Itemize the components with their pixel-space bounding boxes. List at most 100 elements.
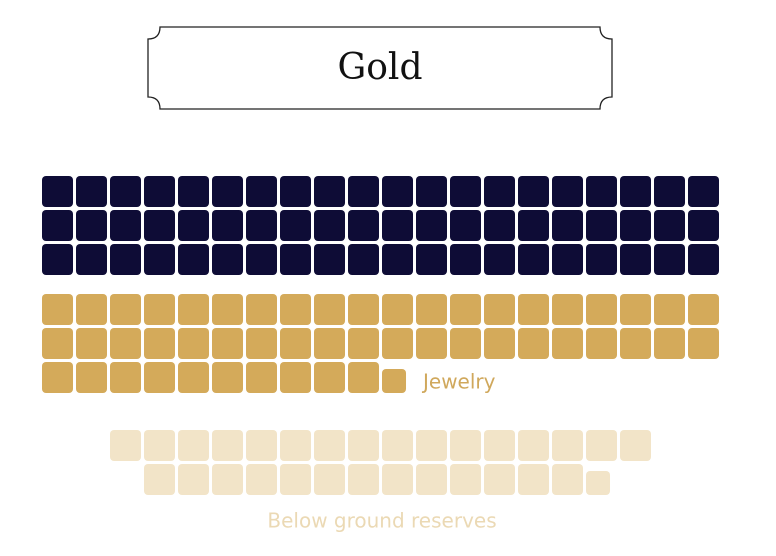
waffle-square [212,210,243,241]
waffle-square [450,464,481,495]
waffle-square [280,294,311,325]
waffle-square [246,430,277,461]
waffle-square [144,430,175,461]
waffle-square [280,176,311,207]
waffle-square [42,362,73,393]
waffle-square [348,244,379,275]
waffle-square [178,328,209,359]
waffle-square [42,176,73,207]
waffle-square [552,210,583,241]
waffle-square [246,362,277,393]
waffle-square [110,328,141,359]
waffle-square [280,210,311,241]
waffle-square [586,210,617,241]
waffle-square [212,464,243,495]
waffle-square [382,176,413,207]
waffle-square [76,328,107,359]
waffle-square [484,464,515,495]
waffle-square [620,244,651,275]
waffle-square [246,328,277,359]
waffle-square [110,244,141,275]
waffle-square [212,176,243,207]
waffle-square [518,464,549,495]
waffle-square [518,294,549,325]
waffle-square [144,328,175,359]
waffle-square [416,294,447,325]
waffle-square [348,430,379,461]
waffle-square [382,210,413,241]
waffle-square [178,294,209,325]
waffle-square [178,176,209,207]
waffle-square [110,176,141,207]
waffle-square [382,430,413,461]
waffle-square [144,210,175,241]
waffle-square [586,244,617,275]
waffle-square [178,430,209,461]
waffle-square [484,244,515,275]
waffle-square [42,294,73,325]
series-label: Below ground reserves [267,509,496,533]
title-frame [147,26,613,110]
waffle-square [314,210,345,241]
waffle-square [518,430,549,461]
waffle-square [76,294,107,325]
waffle-square [178,362,209,393]
waffle-square [518,244,549,275]
waffle-square [450,328,481,359]
waffle-square [688,294,719,325]
waffle-square [518,176,549,207]
waffle-square [416,464,447,495]
waffle-square [552,244,583,275]
waffle-square [314,430,345,461]
waffle-square [246,176,277,207]
waffle-square [314,294,345,325]
waffle-square [348,328,379,359]
waffle-square [314,328,345,359]
waffle-square [620,176,651,207]
waffle-square [348,294,379,325]
waffle-square [144,362,175,393]
waffle-square [314,464,345,495]
waffle-square [484,210,515,241]
waffle-square [654,244,685,275]
waffle-square [280,244,311,275]
waffle-square [280,464,311,495]
waffle-square [450,176,481,207]
waffle-square [314,362,345,393]
waffle-square [246,210,277,241]
waffle-square [586,176,617,207]
waffle-square [178,210,209,241]
waffle-square [382,328,413,359]
waffle-square [144,294,175,325]
waffle-square [518,210,549,241]
waffle-square [212,244,243,275]
waffle-square [280,430,311,461]
waffle-square [42,328,73,359]
waffle-square [314,244,345,275]
waffle-square [246,244,277,275]
waffle-square [178,464,209,495]
waffle-square [178,244,209,275]
waffle-square [654,328,685,359]
waffle-square [76,362,107,393]
waffle-square [484,430,515,461]
waffle-square [280,362,311,393]
waffle-square [76,210,107,241]
waffle-square [212,362,243,393]
waffle-square [144,244,175,275]
waffle-square [144,464,175,495]
waffle-square [416,244,447,275]
waffle-square [620,294,651,325]
waffle-square [416,430,447,461]
waffle-square [552,328,583,359]
waffle-square [484,176,515,207]
waffle-square [382,294,413,325]
waffle-square [552,430,583,461]
waffle-square [552,464,583,495]
waffle-square [586,328,617,359]
waffle-square [212,430,243,461]
waffle-square [42,244,73,275]
waffle-square [382,368,407,393]
waffle-square [450,430,481,461]
